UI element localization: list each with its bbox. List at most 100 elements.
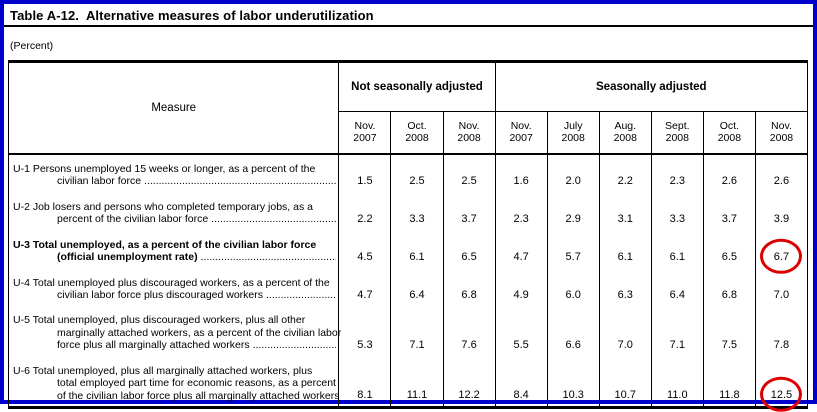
value-u-4-col5: 6.0 <box>546 267 600 306</box>
value-text: 6.8 <box>461 288 477 301</box>
value-u-3-col4: 4.7 <box>494 229 548 268</box>
value-u-5-col8: 7.5 <box>702 305 756 356</box>
value-text: 2.3 <box>669 174 685 187</box>
value-text: 6.0 <box>565 288 581 301</box>
table-row-u-4: U-4 Total unemployed plus discouraged wo… <box>9 267 808 306</box>
value-text: 6.1 <box>669 250 685 263</box>
value-text: 2.0 <box>565 174 581 187</box>
group-header-seasonally-adjusted: Seasonally adjusted <box>494 61 808 112</box>
value-u-6-col4: 8.4 <box>494 355 548 408</box>
value-u-2-col7: 3.3 <box>650 191 704 230</box>
value-u-3-col9: 6.7 <box>754 229 808 268</box>
group-header-not-seasonally-adjusted: Not seasonally adjusted <box>338 61 496 112</box>
column-header-nsa-nov-2007: Nov. 2007 <box>338 111 391 155</box>
value-u-6-col1: 8.1 <box>338 355 391 408</box>
value-u-6-col8: 11.8 <box>702 355 756 408</box>
value-u-4-col9: 7.0 <box>754 267 808 306</box>
value-u-5-col3: 7.6 <box>442 305 496 356</box>
column-header-sa-aug-2008: Aug. 2008 <box>598 111 652 155</box>
value-u-1-col1: 1.5 <box>338 153 391 192</box>
column-header-nsa-oct-2008: Oct. 2008 <box>390 111 444 155</box>
value-u-2-col9: 3.9 <box>754 191 808 230</box>
value-text: 7.0 <box>617 338 633 351</box>
column-header-sa-nov-2008: Nov. 2008 <box>754 111 808 155</box>
value-text: 2.6 <box>773 174 790 187</box>
value-u-5-col9: 7.8 <box>754 305 808 356</box>
value-text: 6.5 <box>721 250 738 263</box>
measure-label-u-3: U-3 Total unemployed, as a percent of th… <box>13 238 336 264</box>
value-u-1-col3: 2.5 <box>442 153 496 192</box>
value-u-2-col5: 2.9 <box>546 191 600 230</box>
value-text: 6.3 <box>617 288 633 301</box>
value-u-2-col2: 3.3 <box>390 191 444 230</box>
value-text: 11.0 <box>667 389 688 401</box>
value-text: 6.6 <box>565 338 581 351</box>
value-u-6-col5: 10.3 <box>546 355 600 408</box>
value-text: 6.1 <box>409 250 425 263</box>
value-u-1-col2: 2.5 <box>390 153 444 192</box>
value-text: 8.1 <box>357 389 373 401</box>
column-header-nsa-nov-2008: Nov. 2008 <box>442 111 496 155</box>
table-row-u-3: U-3 Total unemployed, as a percent of th… <box>9 229 808 268</box>
value-u-3-col7: 6.1 <box>650 229 704 268</box>
value-text: 10.7 <box>614 389 636 401</box>
value-text: 7.1 <box>409 338 425 351</box>
measure-label-text: force plus all marginally attached worke… <box>57 339 250 351</box>
value-u-3-col1: 4.5 <box>338 229 391 268</box>
value-u-6-col9: 12.5 <box>754 355 808 408</box>
value-text: 7.0 <box>773 288 790 301</box>
value-u-1-col8: 2.6 <box>702 153 756 192</box>
value-text: 3.9 <box>773 212 790 225</box>
value-text: 6.4 <box>669 288 685 301</box>
measure-label-u-4: U-4 Total unemployed plus discouraged wo… <box>13 276 337 302</box>
value-text: 4.9 <box>513 288 529 301</box>
value-text: 7.6 <box>461 338 477 351</box>
value-u-2-col4: 2.3 <box>494 191 548 230</box>
page-title: Table A-12. Alternative measures of labo… <box>10 8 374 23</box>
value-text: 3.7 <box>721 212 738 225</box>
highlight-circle-u-3: 6.7 <box>773 250 790 263</box>
value-u-2-col1: 2.2 <box>338 191 391 230</box>
value-u-2-col8: 3.7 <box>702 191 756 230</box>
value-u-3-col3: 6.5 <box>442 229 496 268</box>
measure-label-u-5: U-5 Total unemployed, plus discouraged w… <box>13 314 342 351</box>
value-text: 12.2 <box>458 389 480 401</box>
value-text: 10.3 <box>562 389 584 401</box>
value-text: 1.5 <box>357 174 373 187</box>
value-text: 2.5 <box>409 174 425 187</box>
measure-label-text: civilian labor force plus discouraged wo… <box>57 289 264 301</box>
value-u-4-col3: 6.8 <box>442 267 496 306</box>
value-text: 3.1 <box>617 212 633 225</box>
value-text: 2.5 <box>461 174 477 187</box>
dotted-leader: ........................................… <box>266 289 337 301</box>
value-text: 8.4 <box>513 389 529 401</box>
value-u-2-col3: 3.7 <box>442 191 496 230</box>
value-u-1-col5: 2.0 <box>546 153 600 192</box>
table-row-u-6: U-6 Total unemployed, plus all marginall… <box>9 355 808 408</box>
value-u-4-col4: 4.9 <box>494 267 548 306</box>
value-u-5-col5: 6.6 <box>546 305 600 356</box>
value-text: 7.5 <box>721 338 738 351</box>
value-text: 5.7 <box>565 250 581 263</box>
dotted-leader: ........................................… <box>144 175 337 187</box>
value-text: 5.3 <box>357 338 373 351</box>
value-text: 6.1 <box>617 250 633 263</box>
value-u-6-col3: 12.2 <box>442 355 496 408</box>
value-u-3-col6: 6.1 <box>598 229 652 268</box>
value-u-6-col6: 10.7 <box>598 355 652 408</box>
dotted-leader: ........................................… <box>211 213 337 225</box>
column-header-sa-oct-2008: Oct. 2008 <box>702 111 756 155</box>
value-text: 6.4 <box>409 288 425 301</box>
value-u-3-col5: 5.7 <box>546 229 600 268</box>
measure-label-text: civilian labor force <box>57 175 142 187</box>
value-text: 3.3 <box>669 212 685 225</box>
value-u-4-col1: 4.7 <box>338 267 391 306</box>
value-text: 3.7 <box>461 212 477 225</box>
value-u-3-col8: 6.5 <box>702 229 756 268</box>
value-u-5-col2: 7.1 <box>390 305 444 356</box>
percent-note: (Percent) <box>10 40 54 52</box>
value-text: 7.8 <box>773 338 790 351</box>
value-u-5-col4: 5.5 <box>494 305 548 356</box>
value-text: 4.5 <box>357 250 373 263</box>
